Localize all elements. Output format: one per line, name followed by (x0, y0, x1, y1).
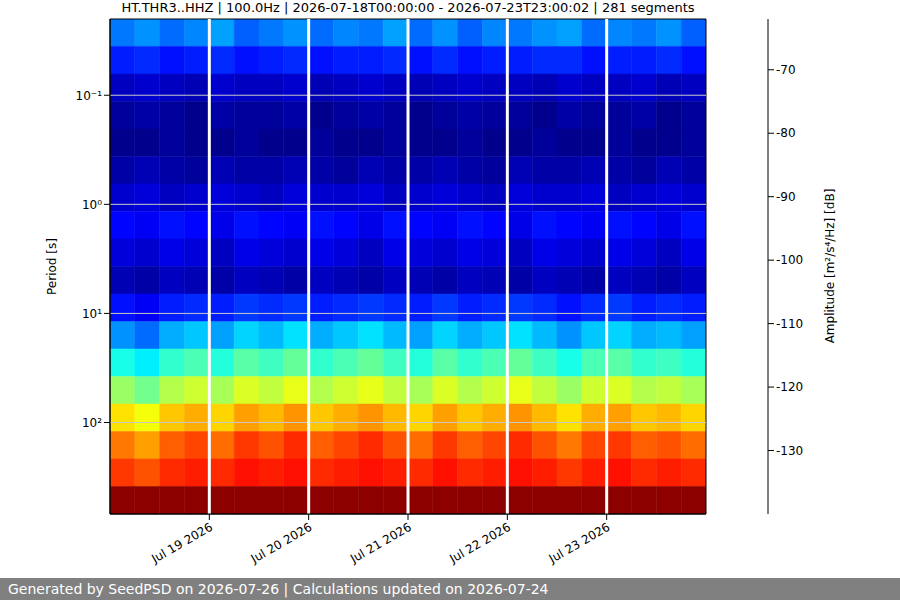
svg-text:Jul 22 2026: Jul 22 2026 (446, 520, 513, 567)
svg-text:HT.THR3..HHZ | 100.0Hz | 2026-: HT.THR3..HHZ | 100.0Hz | 2026-07-18T00:0… (121, 0, 694, 15)
svg-text:-130: -130 (776, 444, 803, 458)
svg-text:Period [s]: Period [s] (45, 238, 59, 295)
svg-text:Jul 20 2026: Jul 20 2026 (248, 520, 315, 567)
svg-text:-90: -90 (776, 190, 796, 204)
svg-text:Jul 21 2026: Jul 21 2026 (347, 520, 414, 567)
svg-text:-110: -110 (776, 317, 803, 331)
svg-text:10⁻¹: 10⁻¹ (76, 89, 103, 103)
svg-text:10¹: 10¹ (82, 307, 102, 321)
html-text:Generated by SeedPSD on 2026-0: Generated by SeedPSD on 2026-07-26 | Cal… (8, 581, 549, 597)
svg-text:-100: -100 (776, 253, 803, 267)
svg-text:Amplitude [m²/s⁴/Hz] [dB]: Amplitude [m²/s⁴/Hz] [dB] (823, 189, 837, 344)
svg-text:Jul 19 2026: Jul 19 2026 (148, 520, 215, 567)
svg-text:10²: 10² (82, 416, 102, 430)
svg-text:-120: -120 (776, 380, 803, 394)
svg-text:10⁰: 10⁰ (82, 198, 102, 212)
svg-text:-70: -70 (776, 63, 796, 77)
svg-text:Jul 23 2026: Jul 23 2026 (546, 520, 613, 567)
svg-text:-80: -80 (776, 126, 796, 140)
